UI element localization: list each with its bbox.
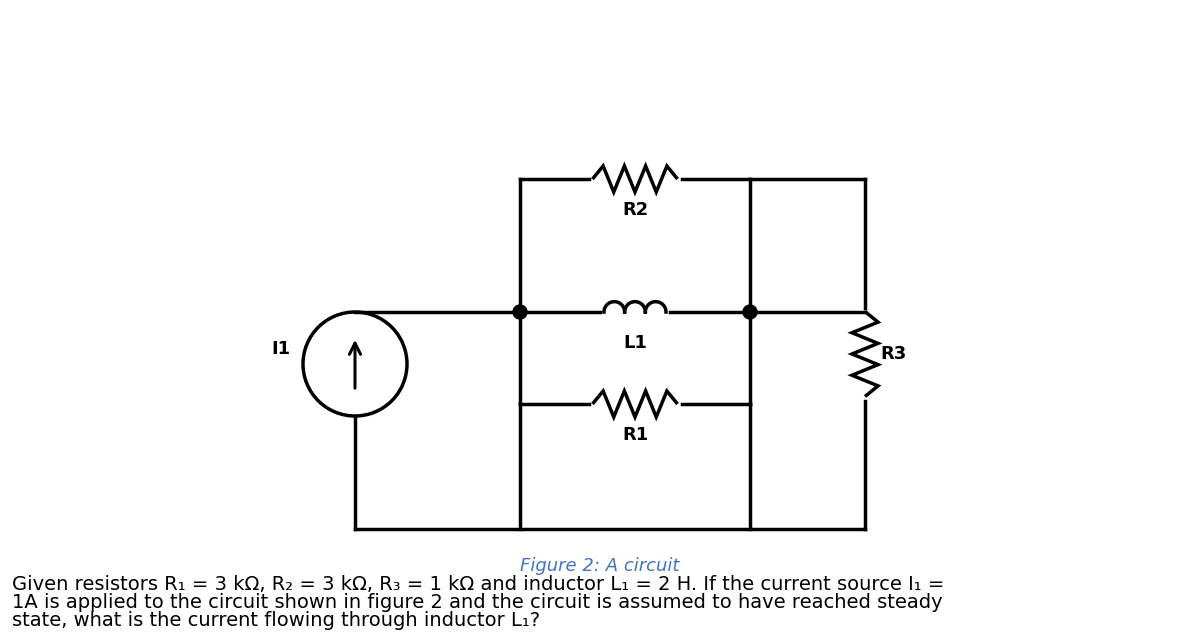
Text: R3: R3 (880, 345, 906, 363)
Circle shape (743, 305, 757, 319)
Text: state, what is the current flowing through inductor L₁?: state, what is the current flowing throu… (12, 611, 540, 630)
Text: L1: L1 (623, 334, 647, 352)
Text: I1: I1 (272, 340, 290, 358)
Text: 1A is applied to the circuit shown in figure 2 and the circuit is assumed to hav: 1A is applied to the circuit shown in fi… (12, 593, 943, 612)
Text: R2: R2 (622, 201, 648, 219)
Circle shape (514, 305, 527, 319)
Text: Figure 2: A circuit: Figure 2: A circuit (521, 557, 679, 575)
Text: R1: R1 (622, 426, 648, 444)
Text: Given resistors R₁ = 3 kΩ, R₂ = 3 kΩ, R₃ = 1 kΩ and inductor L₁ = 2 H. If the cu: Given resistors R₁ = 3 kΩ, R₂ = 3 kΩ, R₃… (12, 574, 944, 593)
